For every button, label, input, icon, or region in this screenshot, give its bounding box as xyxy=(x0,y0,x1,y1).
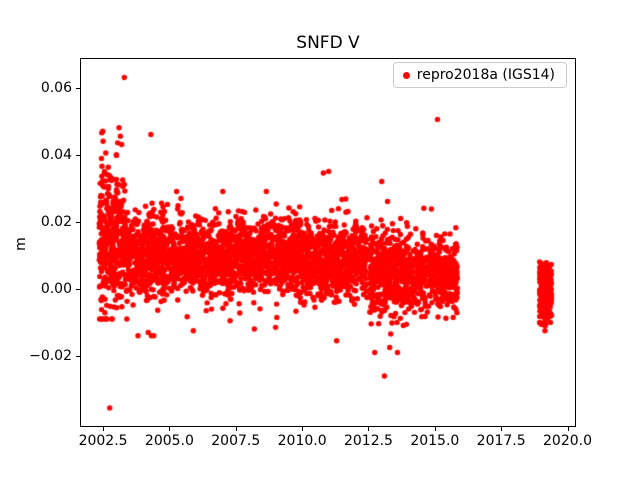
legend-marker-icon xyxy=(402,71,410,79)
x-tick-mark xyxy=(501,427,503,431)
legend-label: repro2018a (IGS14) xyxy=(416,67,555,83)
y-tick-label: 0.06 xyxy=(40,79,72,96)
x-tick-label: 2010.0 xyxy=(277,433,327,449)
x-tick-label: 2012.5 xyxy=(343,433,393,449)
y-axis-label: m xyxy=(12,237,29,251)
x-tick-label: 2007.5 xyxy=(211,433,261,449)
x-tick-mark xyxy=(368,427,370,431)
y-tick-label: 0.00 xyxy=(40,280,72,297)
y-tick-mark xyxy=(76,87,80,89)
x-tick-label: 2015.0 xyxy=(410,433,460,449)
y-tick-mark xyxy=(76,355,80,357)
x-tick-mark xyxy=(567,427,569,431)
x-tick-mark xyxy=(169,427,171,431)
x-tick-mark xyxy=(434,427,436,431)
y-tick-label: 0.04 xyxy=(40,146,72,163)
x-tick-label: 2005.0 xyxy=(144,433,194,449)
x-tick-mark xyxy=(103,427,105,431)
chart-title: SNFD V xyxy=(296,33,360,53)
x-tick-label: 2002.5 xyxy=(78,433,128,449)
y-tick-label: −0.02 xyxy=(29,347,72,364)
x-tick-label: 2020.0 xyxy=(543,433,592,449)
x-tick-label: 2017.5 xyxy=(476,433,526,449)
legend: repro2018a (IGS14) xyxy=(392,62,567,88)
y-tick-mark xyxy=(76,154,80,156)
y-tick-mark xyxy=(76,221,80,223)
y-tick-mark xyxy=(76,288,80,290)
scatter-points-canvas xyxy=(80,58,576,427)
y-tick-label: 0.02 xyxy=(40,213,72,230)
x-tick-mark xyxy=(235,427,237,431)
x-tick-mark xyxy=(302,427,304,431)
